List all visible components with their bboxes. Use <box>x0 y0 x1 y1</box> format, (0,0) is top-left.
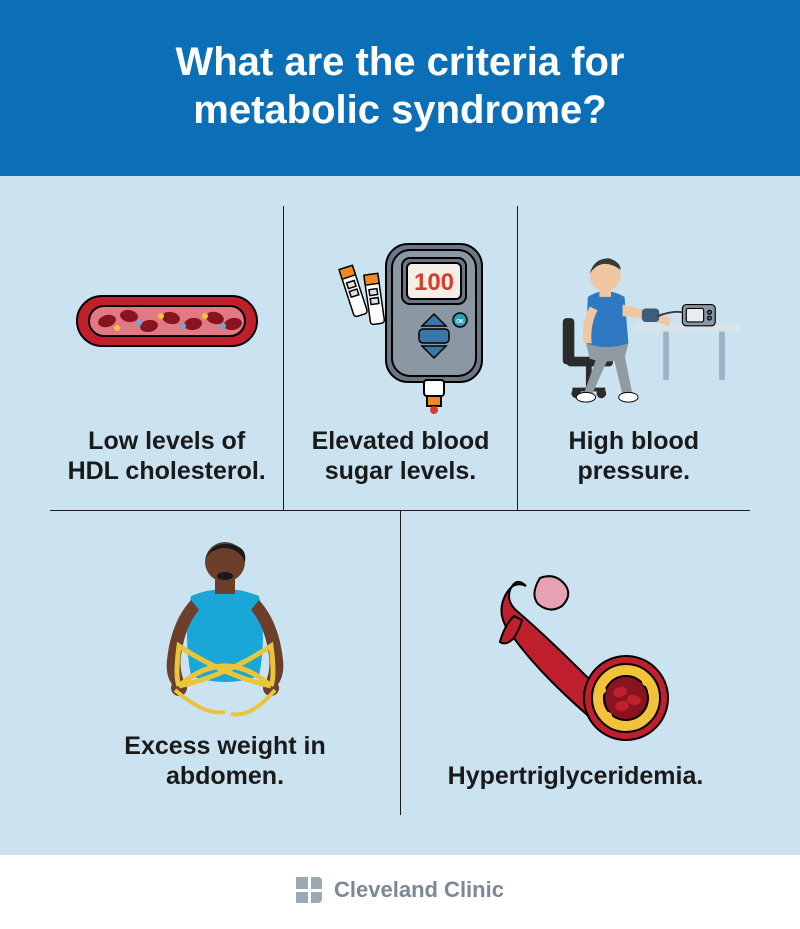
cell-sugar: 100 OK <box>283 206 516 510</box>
footer: Cleveland Clinic <box>0 855 800 929</box>
criteria-grid: Low levels of HDL cholesterol. 100 <box>0 176 800 855</box>
caption-line: Excess weight in <box>124 732 325 760</box>
caption-line: Hypertriglyceridemia. <box>448 762 704 790</box>
hdl-icon <box>60 226 273 416</box>
hdl-caption: Low levels of HDL cholesterol. <box>68 426 266 486</box>
footer-brand: Cleveland Clinic <box>334 877 504 903</box>
caption-line: Low levels of <box>88 427 245 455</box>
artery-plaque-icon <box>411 561 740 751</box>
cell-trig: Hypertriglyceridemia. <box>400 511 750 815</box>
meter-reading-text: 100 <box>414 269 454 296</box>
svg-text:OK: OK <box>457 319 465 325</box>
glucose-meter-icon: 100 OK <box>294 226 506 416</box>
cell-bp: High blood pressure. <box>517 206 750 510</box>
cell-hdl: Low levels of HDL cholesterol. <box>50 206 283 510</box>
trig-caption: Hypertriglyceridemia. <box>448 761 704 791</box>
caption-line: HDL cholesterol. <box>68 457 266 485</box>
title-line-2: metabolic syndrome? <box>40 86 760 134</box>
blood-pressure-icon <box>528 226 740 416</box>
caption-line: pressure. <box>578 457 691 485</box>
waist-measure-icon <box>60 531 390 721</box>
header: What are the criteria for metabolic synd… <box>0 0 800 176</box>
caption-line: sugar levels. <box>325 457 476 485</box>
caption-line: High blood <box>569 427 700 455</box>
caption-line: abdomen. <box>166 762 284 790</box>
title-line-1: What are the criteria for <box>40 38 760 86</box>
cleveland-clinic-logo-icon <box>296 877 322 903</box>
cell-weight: Excess weight in abdomen. <box>50 511 400 815</box>
sugar-caption: Elevated blood sugar levels. <box>312 426 490 486</box>
caption-line: Elevated blood <box>312 427 490 455</box>
weight-caption: Excess weight in abdomen. <box>124 731 325 791</box>
row-1: Low levels of HDL cholesterol. 100 <box>50 206 750 510</box>
bp-caption: High blood pressure. <box>569 426 700 486</box>
row-2: Excess weight in abdomen. <box>50 511 750 815</box>
